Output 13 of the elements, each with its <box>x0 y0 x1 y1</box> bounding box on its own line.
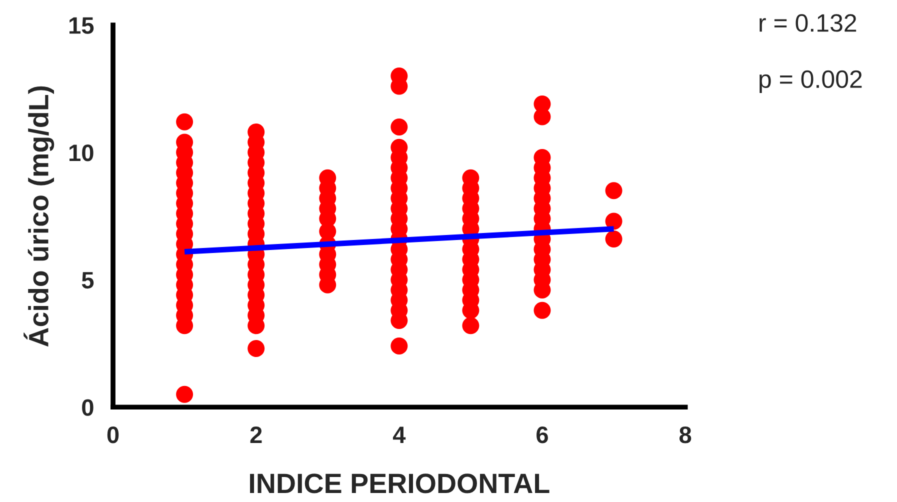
y-tick-label: 15 <box>70 17 94 34</box>
y-axis-title: Ácido úrico (mg/dL) <box>24 86 54 347</box>
y-tick-label: 10 <box>70 144 94 162</box>
text: r = 0.132 <box>760 14 856 32</box>
x-tick-label: 2 <box>250 426 262 443</box>
x-tick-label: 8 <box>679 426 692 444</box>
x-tick-label: 0 <box>107 426 119 444</box>
text: p = 0.002 <box>760 70 862 93</box>
x-axis-title: INDICE PERIODONTAL <box>250 474 550 494</box>
y-tick-label: 0 <box>82 399 94 416</box>
x-tick-label: 6 <box>536 426 548 444</box>
y-tick-label: 5 <box>82 272 94 289</box>
x-tick-label: 4 <box>392 426 406 443</box>
